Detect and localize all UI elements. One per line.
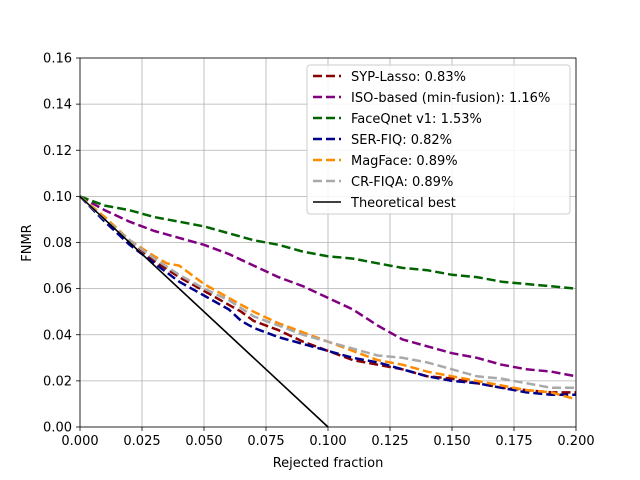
x-axis-ticks: 0.000 0.025 0.050 0.075 0.100 0.125 0.150 0.175…: [61, 427, 595, 449]
legend-label-4: MagFace: 0.89%: [351, 154, 458, 169]
y-tick-label: 0.12: [43, 144, 72, 159]
y-tick-label: 0.08: [43, 236, 72, 251]
legend: SYP-Lasso: 0.83% ISO-based (min-fusion): …: [306, 64, 571, 215]
y-tick-label: 0.14: [43, 98, 72, 113]
y-tick-label: 0.16: [43, 52, 72, 67]
x-tick-label: 0.100: [309, 434, 346, 449]
legend-label-0: SYP-Lasso: 0.83%: [351, 70, 466, 85]
series-line-5: [79, 195, 576, 390]
x-tick-label: 0.125: [371, 434, 408, 449]
x-tick-label: 0.150: [433, 434, 470, 449]
y-tick-label: 0.02: [43, 374, 72, 389]
legend-label-1: ISO-based (min-fusion): 1.16%: [351, 91, 550, 106]
y-tick-label: 0.06: [43, 282, 72, 297]
plot-lines: [79, 195, 577, 428]
x-tick-label: 0.025: [123, 434, 160, 449]
legend-label-6: Theoretical best: [350, 196, 456, 211]
series-line-1: [79, 195, 577, 378]
x-tick-label: 0.075: [247, 434, 284, 449]
y-tick-label: 0.10: [43, 190, 72, 205]
x-tick-label: 0.050: [185, 434, 222, 449]
y-axis-label: FNMR: [20, 224, 35, 261]
y-tick-label: 0.04: [43, 328, 72, 343]
x-tick-label: 0.175: [495, 434, 532, 449]
y-tick-label: 0.00: [43, 421, 72, 436]
legend-label-3: SER-FIQ: 0.82%: [351, 133, 452, 148]
legend-label-5: CR-FIQA: 0.89%: [351, 175, 453, 190]
x-axis-label: Rejected fraction: [273, 456, 384, 471]
series-line-6: [79, 195, 329, 428]
series-line-2: [79, 195, 577, 290]
x-tick-label: 0.000: [61, 434, 98, 449]
series-line-3: [79, 195, 576, 396]
legend-label-2: FaceQnet v1: 1.53%: [351, 112, 482, 127]
x-tick-label: 0.200: [557, 434, 594, 449]
legend-box: [306, 64, 571, 215]
y-axis-ticks: 0.00 0.02 0.04 0.06 0.08 0.10 0.12 0.14 0.16: [43, 52, 80, 436]
